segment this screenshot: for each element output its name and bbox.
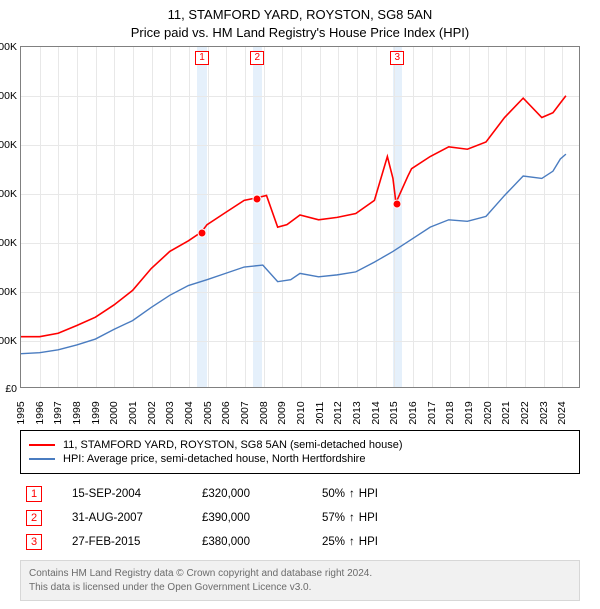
event-price: £390,000 [202,512,292,524]
x-tick-label: 1995 [15,402,27,425]
event-hpi-pct: 25% [322,536,345,548]
chart-title: 11, STAMFORD YARD, ROYSTON, SG8 5AN Pric… [8,6,592,42]
event-marker-box: 2 [250,51,264,65]
event-marker [198,229,207,238]
event-hpi: 50% ↑ HPI [322,488,378,500]
legend-swatch [29,458,55,460]
arrow-up-icon: ↑ [349,512,355,524]
event-date: 31-AUG-2007 [72,512,172,524]
events-table: 1 15-SEP-2004 £320,000 50% ↑ HPI 2 31-AUG-200… [20,482,580,554]
license-line1: Contains HM Land Registry data © Crown c… [29,567,571,581]
x-tick-label: 2002 [146,402,158,425]
legend-label: HPI: Average price, semi-detached house,… [63,453,365,465]
event-price: £380,000 [202,536,292,548]
y-tick-label: £300K [0,237,17,249]
x-tick-label: 2009 [276,402,288,425]
event-row: 1 15-SEP-2004 £320,000 50% ↑ HPI [20,482,580,506]
x-tick-label: 2014 [370,402,382,425]
series-line-hpi [21,154,566,354]
x-tick-label: 2021 [500,402,512,425]
x-tick-label: 2015 [388,402,400,425]
x-tick-label: 1998 [71,402,83,425]
x-tick-label: 2005 [202,402,214,425]
y-tick-label: £600K [0,90,17,102]
x-tick-label: 2004 [183,402,195,425]
x-tick-label: 2001 [127,402,139,425]
event-num-box: 2 [26,510,42,526]
event-date: 15-SEP-2004 [72,488,172,500]
chart-container: 11, STAMFORD YARD, ROYSTON, SG8 5AN Pric… [0,0,600,609]
x-tick-label: 2000 [108,402,120,425]
arrow-up-icon: ↑ [349,536,355,548]
x-tick-label: 2020 [482,402,494,425]
legend-label: 11, STAMFORD YARD, ROYSTON, SG8 5AN (sem… [63,439,402,451]
x-tick-label: 2008 [258,402,270,425]
x-tick-label: 2022 [519,402,531,425]
event-marker-box: 1 [195,51,209,65]
x-tick-label: 1996 [34,402,46,425]
event-marker [253,194,262,203]
event-hpi-label: HPI [359,488,378,500]
x-tick-label: 2016 [407,402,419,425]
x-tick-label: 2023 [538,402,550,425]
x-tick-label: 2012 [332,402,344,425]
event-row: 3 27-FEB-2015 £380,000 25% ↑ HPI [20,530,580,554]
event-hpi-label: HPI [359,512,378,524]
x-tick-label: 1999 [90,402,102,425]
series-svg [21,47,579,388]
y-tick-label: £500K [0,139,17,151]
x-tick-label: 1997 [52,402,64,425]
legend-item: HPI: Average price, semi-detached house,… [29,453,571,465]
x-tick-label: 2006 [220,402,232,425]
legend: 11, STAMFORD YARD, ROYSTON, SG8 5AN (sem… [20,430,580,474]
event-num-box: 1 [26,486,42,502]
event-marker [393,199,402,208]
event-hpi: 57% ↑ HPI [322,512,378,524]
legend-swatch [29,444,55,446]
x-tick-label: 2003 [164,402,176,425]
event-marker-box: 3 [390,51,404,65]
arrow-up-icon: ↑ [349,488,355,500]
title-line2: Price paid vs. HM Land Registry's House … [8,24,592,42]
event-row: 2 31-AUG-2007 £390,000 57% ↑ HPI [20,506,580,530]
x-tick-label: 2017 [426,402,438,425]
x-tick-label: 2013 [351,402,363,425]
x-tick-label: 2007 [239,402,251,425]
plot-area: £0£100K£200K£300K£400K£500K£600K£700K199… [20,46,580,388]
y-tick-label: £200K [0,286,17,298]
event-price: £320,000 [202,488,292,500]
y-tick-label: £100K [0,335,17,347]
event-hpi-label: HPI [359,536,378,548]
legend-item: 11, STAMFORD YARD, ROYSTON, SG8 5AN (sem… [29,439,571,451]
event-date: 27-FEB-2015 [72,536,172,548]
title-line1: 11, STAMFORD YARD, ROYSTON, SG8 5AN [8,6,592,24]
x-tick-label: 2019 [463,402,475,425]
event-num-box: 3 [26,534,42,550]
x-tick-label: 2018 [444,402,456,425]
y-tick-label: £0 [5,383,17,395]
license-line2: This data is licensed under the Open Gov… [29,581,571,595]
x-tick-label: 2024 [556,402,568,425]
y-tick-label: £700K [0,41,17,53]
license-box: Contains HM Land Registry data © Crown c… [20,560,580,601]
x-tick-label: 2011 [314,402,326,425]
y-tick-label: £400K [0,188,17,200]
event-hpi-pct: 50% [322,488,345,500]
event-hpi: 25% ↑ HPI [322,536,378,548]
event-hpi-pct: 57% [322,512,345,524]
x-tick-label: 2010 [295,402,307,425]
